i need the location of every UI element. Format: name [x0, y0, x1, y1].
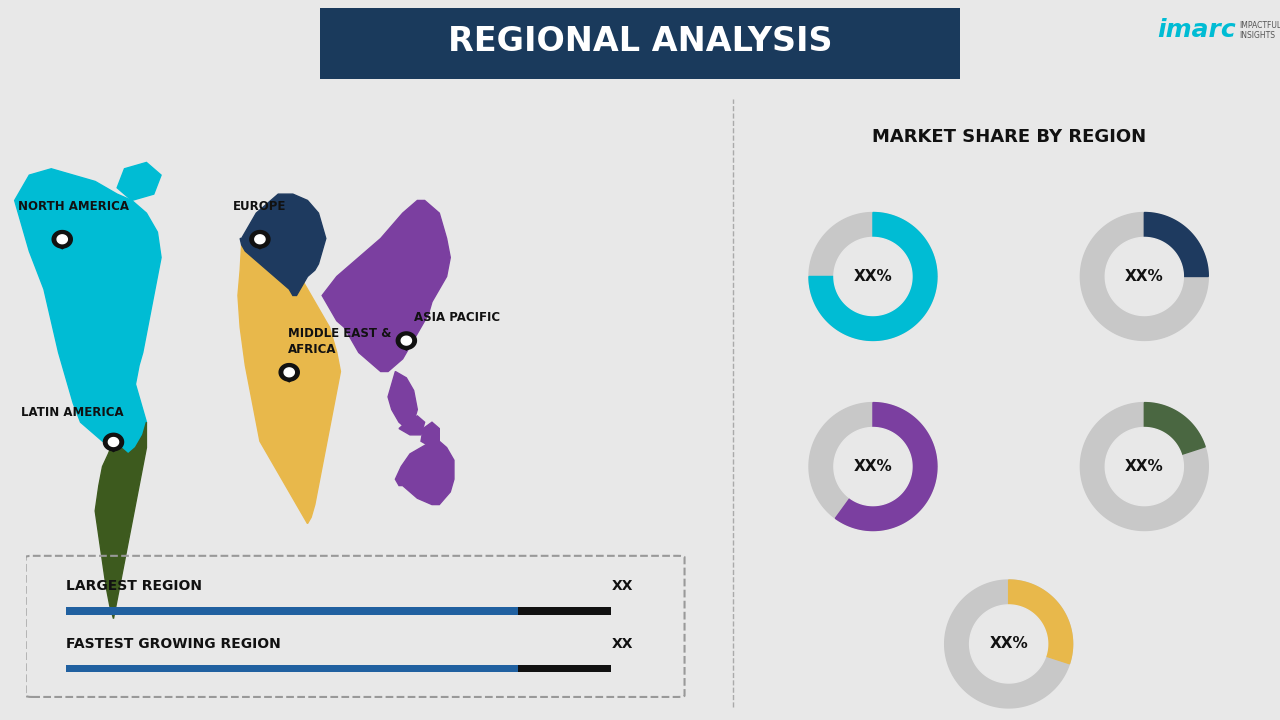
- Polygon shape: [1144, 212, 1208, 276]
- Polygon shape: [1144, 402, 1206, 454]
- Text: XX: XX: [612, 579, 632, 593]
- Polygon shape: [1009, 580, 1073, 664]
- Polygon shape: [434, 238, 447, 264]
- Text: REGIONAL ANALYSIS: REGIONAL ANALYSIS: [448, 25, 832, 58]
- FancyBboxPatch shape: [518, 607, 612, 615]
- Polygon shape: [253, 244, 266, 248]
- FancyBboxPatch shape: [518, 665, 612, 672]
- Polygon shape: [399, 346, 413, 350]
- Polygon shape: [104, 433, 124, 451]
- Polygon shape: [283, 377, 296, 382]
- Polygon shape: [1105, 428, 1184, 505]
- Polygon shape: [323, 200, 451, 372]
- Text: ASIA PACIFIC: ASIA PACIFIC: [413, 311, 499, 324]
- Polygon shape: [399, 416, 425, 435]
- Text: MIDDLE EAST &
AFRICA: MIDDLE EAST & AFRICA: [288, 327, 392, 356]
- FancyBboxPatch shape: [320, 8, 960, 78]
- Text: imarc: imarc: [1157, 18, 1236, 42]
- Polygon shape: [401, 336, 411, 345]
- Polygon shape: [396, 441, 454, 505]
- Text: XX%: XX%: [854, 459, 892, 474]
- Polygon shape: [833, 238, 913, 315]
- Text: XX%: XX%: [854, 269, 892, 284]
- Polygon shape: [55, 244, 69, 248]
- Text: LATIN AMERICA: LATIN AMERICA: [20, 406, 123, 419]
- Polygon shape: [421, 422, 439, 448]
- Text: FASTEST GROWING REGION: FASTEST GROWING REGION: [65, 636, 280, 651]
- Polygon shape: [1105, 238, 1184, 315]
- Polygon shape: [14, 168, 161, 454]
- Polygon shape: [58, 235, 68, 243]
- Polygon shape: [279, 364, 300, 381]
- Text: EUROPE: EUROPE: [233, 200, 287, 213]
- Polygon shape: [809, 212, 937, 341]
- Polygon shape: [238, 245, 340, 523]
- Text: MARKET SHARE BY REGION: MARKET SHARE BY REGION: [872, 128, 1146, 146]
- Text: XX: XX: [612, 636, 632, 651]
- Polygon shape: [52, 230, 72, 248]
- Polygon shape: [1080, 212, 1208, 341]
- Text: XX%: XX%: [989, 636, 1028, 652]
- Polygon shape: [833, 428, 913, 505]
- Polygon shape: [109, 438, 119, 446]
- Polygon shape: [945, 580, 1073, 708]
- Text: NORTH AMERICA: NORTH AMERICA: [18, 200, 129, 213]
- Text: XX%: XX%: [1125, 459, 1164, 474]
- Polygon shape: [836, 402, 937, 531]
- FancyBboxPatch shape: [65, 665, 518, 672]
- Polygon shape: [241, 194, 326, 295]
- Polygon shape: [255, 235, 265, 243]
- Polygon shape: [809, 402, 937, 531]
- Polygon shape: [284, 368, 294, 377]
- Polygon shape: [397, 332, 416, 349]
- Polygon shape: [969, 605, 1048, 683]
- Polygon shape: [388, 372, 417, 428]
- Polygon shape: [809, 212, 937, 341]
- FancyBboxPatch shape: [65, 607, 518, 615]
- Polygon shape: [106, 446, 120, 451]
- Text: LARGEST REGION: LARGEST REGION: [65, 579, 201, 593]
- Polygon shape: [250, 230, 270, 248]
- Text: IMPACTFUL
INSIGHTS: IMPACTFUL INSIGHTS: [1239, 21, 1280, 40]
- Text: XX%: XX%: [1125, 269, 1164, 284]
- Polygon shape: [95, 422, 146, 618]
- Polygon shape: [1080, 402, 1208, 531]
- Polygon shape: [118, 163, 161, 200]
